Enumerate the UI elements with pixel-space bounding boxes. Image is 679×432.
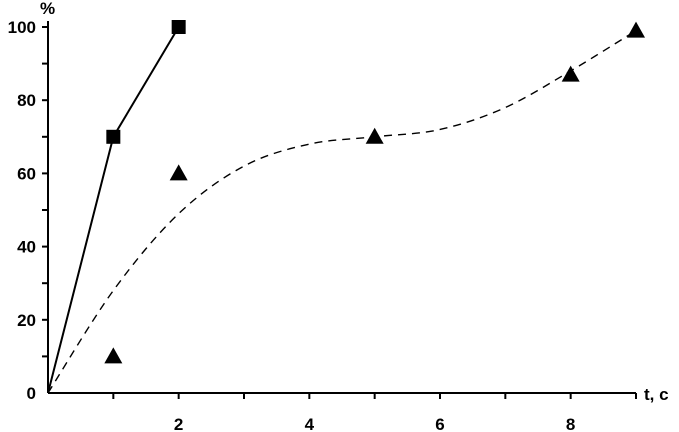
y-tick-label: 0 bbox=[27, 384, 36, 403]
x-tick-label: 6 bbox=[435, 415, 444, 432]
x-tick-label: 2 bbox=[174, 415, 183, 432]
series-0-line bbox=[47, 26, 180, 394]
y-tick-label: 20 bbox=[17, 311, 36, 330]
triangle-marker bbox=[365, 127, 384, 144]
y-tick-label: 100 bbox=[8, 18, 36, 37]
triangle-marker bbox=[104, 347, 123, 364]
x-axis-title: t, c bbox=[644, 385, 669, 404]
square-marker bbox=[171, 20, 186, 34]
chart-marks bbox=[47, 20, 645, 394]
triangle-marker bbox=[561, 65, 580, 82]
y-tick-label: 40 bbox=[17, 238, 36, 257]
x-tick-label: 4 bbox=[305, 415, 315, 432]
y-axis-title: % bbox=[40, 0, 55, 18]
y-tick-label: 60 bbox=[17, 164, 36, 183]
x-tick-label: 8 bbox=[566, 415, 575, 432]
triangle-marker bbox=[169, 164, 188, 181]
y-tick-label: 80 bbox=[17, 91, 36, 110]
series-2-line bbox=[47, 30, 637, 394]
square-marker bbox=[106, 129, 121, 144]
